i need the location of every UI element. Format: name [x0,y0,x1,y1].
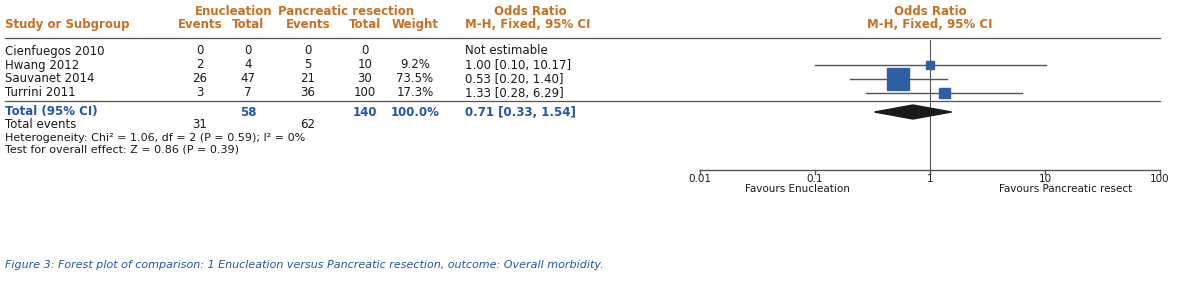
Text: 17.3%: 17.3% [397,86,434,99]
Text: 1: 1 [927,174,934,184]
Text: 3: 3 [197,86,204,99]
Text: Total: Total [232,18,264,31]
Text: 31: 31 [193,119,207,131]
Bar [927,61,934,69]
Text: 5: 5 [305,59,312,72]
Text: 0: 0 [197,44,204,57]
Text: 100.0%: 100.0% [391,106,439,119]
Text: 10: 10 [1039,174,1052,184]
Text: 58: 58 [239,106,256,119]
Text: M-H, Fixed, 95% CI: M-H, Fixed, 95% CI [464,18,591,31]
Bar [939,88,949,98]
Text: Events: Events [286,18,330,31]
Text: Hwang 2012: Hwang 2012 [5,59,80,72]
Text: Sauvanet 2014: Sauvanet 2014 [5,72,94,86]
Text: Total: Total [349,18,381,31]
Text: 100: 100 [354,86,376,99]
Text: 0: 0 [244,44,251,57]
Text: 9.2%: 9.2% [400,59,430,72]
Text: Favours Pancreatic resect: Favours Pancreatic resect [998,184,1131,194]
Text: 4: 4 [244,59,251,72]
Text: Turrini 2011: Turrini 2011 [5,86,75,99]
Text: 47: 47 [241,72,256,86]
Text: 0.01: 0.01 [688,174,711,184]
Text: 1.00 [0.10, 10.17]: 1.00 [0.10, 10.17] [464,59,572,72]
Text: 21: 21 [300,72,316,86]
Text: Events: Events [177,18,223,31]
Text: Odds Ratio: Odds Ratio [494,5,566,18]
Text: Odds Ratio: Odds Ratio [893,5,966,18]
Text: 1.33 [0.28, 6.29]: 1.33 [0.28, 6.29] [464,86,563,99]
Text: 0.1: 0.1 [806,174,823,184]
Bar [887,68,909,90]
Text: 30: 30 [357,72,373,86]
Text: 10: 10 [357,59,373,72]
Text: Figure 3: Forest plot of comparison: 1 Enucleation versus Pancreatic resection, : Figure 3: Forest plot of comparison: 1 E… [5,260,604,270]
Text: 0.71 [0.33, 1.54]: 0.71 [0.33, 1.54] [464,106,576,119]
Text: Favours Enucleation: Favours Enucleation [744,184,849,194]
Text: Weight: Weight [392,18,438,31]
Text: 73.5%: 73.5% [397,72,434,86]
Text: Total events: Total events [5,119,76,131]
Text: 0.53 [0.20, 1.40]: 0.53 [0.20, 1.40] [464,72,563,86]
Text: Cienfuegos 2010: Cienfuegos 2010 [5,44,105,57]
Text: Pancreatic resection: Pancreatic resection [279,5,414,18]
Text: 140: 140 [353,106,378,119]
Text: 62: 62 [300,119,316,131]
Text: Enucleation: Enucleation [195,5,273,18]
Text: 0: 0 [361,44,369,57]
Text: Total (95% CI): Total (95% CI) [5,106,98,119]
Text: 7: 7 [244,86,251,99]
Text: Test for overall effect: Z = 0.86 (P = 0.39): Test for overall effect: Z = 0.86 (P = 0… [5,145,239,155]
Text: Heterogeneity: Chi² = 1.06, df = 2 (P = 0.59); I² = 0%: Heterogeneity: Chi² = 1.06, df = 2 (P = … [5,133,305,143]
Text: M-H, Fixed, 95% CI: M-H, Fixed, 95% CI [867,18,993,31]
Text: 100: 100 [1151,174,1170,184]
Text: 0: 0 [305,44,312,57]
Text: Study or Subgroup: Study or Subgroup [5,18,130,31]
Text: 36: 36 [300,86,316,99]
Text: Not estimable: Not estimable [464,44,548,57]
Text: 2: 2 [197,59,204,72]
Text: 26: 26 [193,72,207,86]
Polygon shape [874,105,952,119]
